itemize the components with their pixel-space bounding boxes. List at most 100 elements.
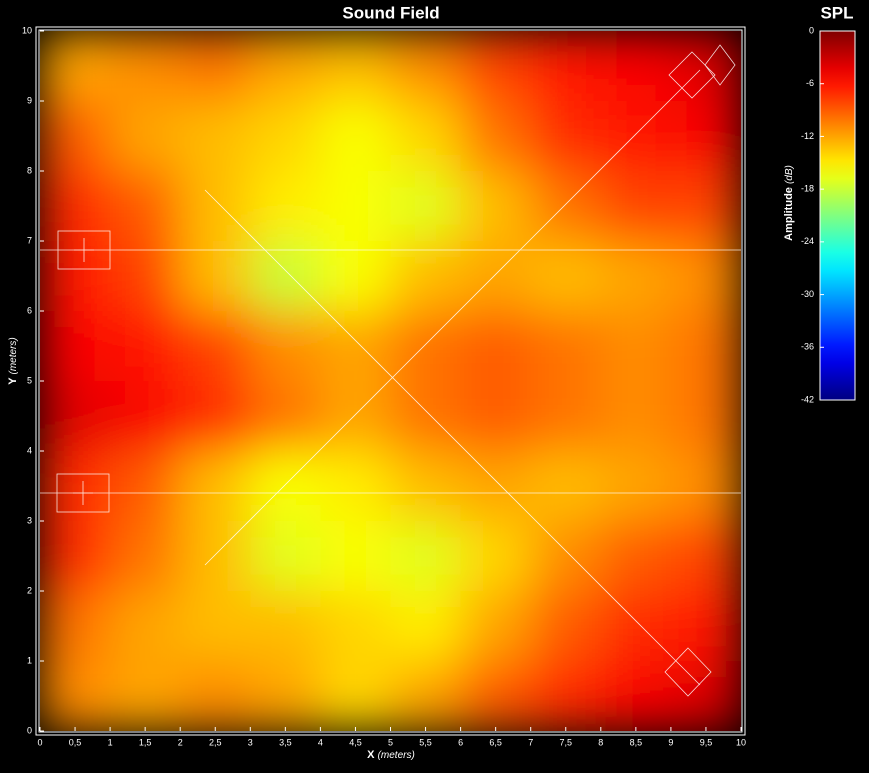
cell xyxy=(320,171,391,242)
y-tick-label: 4 xyxy=(27,445,32,455)
cell xyxy=(320,451,391,522)
cell xyxy=(320,31,391,102)
y-tick-label: 2 xyxy=(27,585,32,595)
cell xyxy=(320,381,391,452)
x-label: X xyxy=(367,749,375,761)
cell xyxy=(460,171,532,242)
cell xyxy=(600,241,672,312)
cell xyxy=(110,381,181,452)
cell xyxy=(250,451,321,522)
cell xyxy=(670,381,741,452)
plot-area xyxy=(40,31,741,731)
cell xyxy=(670,521,741,592)
cell xyxy=(180,101,251,172)
cell xyxy=(390,241,462,312)
cell xyxy=(390,171,462,242)
cell xyxy=(40,101,111,172)
colorbar-title: SPL xyxy=(820,3,853,22)
colorbar-axis-label: Amplitude (dB) xyxy=(783,165,795,241)
cell xyxy=(40,171,111,242)
colorbar-tick-label: -30 xyxy=(801,289,814,299)
colorbar-tick-label: 0 xyxy=(809,25,814,35)
cell xyxy=(460,451,532,522)
cell xyxy=(180,171,251,242)
cell xyxy=(320,311,391,382)
cell xyxy=(600,31,672,102)
x-tick-label: 9 xyxy=(668,737,673,747)
colorbar-tick-label: -12 xyxy=(801,131,814,141)
cell xyxy=(320,241,391,312)
y-tick-label: 10 xyxy=(22,25,32,35)
cell xyxy=(250,381,321,452)
y-axis-label: Y (meters) xyxy=(7,337,19,384)
colorbar-tick-label: -6 xyxy=(806,78,814,88)
colorbar-tick-label: -24 xyxy=(801,236,814,246)
cell xyxy=(390,311,462,382)
cell xyxy=(530,31,602,102)
cell xyxy=(390,661,462,731)
y-label: Y xyxy=(7,377,19,385)
cell xyxy=(390,381,462,452)
cell xyxy=(460,521,532,592)
cell xyxy=(460,31,532,102)
cell xyxy=(600,171,672,242)
cell xyxy=(110,101,181,172)
plot-frame xyxy=(35,26,746,736)
colorbar-tick-label: -18 xyxy=(801,184,814,194)
cell xyxy=(460,241,532,312)
cell xyxy=(670,101,741,172)
x-tick-label: 0,5 xyxy=(69,737,82,747)
x-tick-label: 6,5 xyxy=(489,737,502,747)
cell xyxy=(250,31,321,102)
y-tick-label: 3 xyxy=(27,515,32,525)
cell xyxy=(600,451,672,522)
x-tick-label: 3,5 xyxy=(279,737,292,747)
x-tick-label: 8 xyxy=(598,737,603,747)
cell xyxy=(250,591,321,662)
overlay xyxy=(40,44,741,697)
cell xyxy=(390,101,462,172)
cell xyxy=(320,661,391,731)
x-tick-label: 1,5 xyxy=(139,737,152,747)
cell xyxy=(40,381,111,452)
y-tick-label: 9 xyxy=(27,95,32,105)
colorbar-unit: (dB) xyxy=(784,165,795,184)
cell xyxy=(250,241,321,312)
chart-title: Sound Field xyxy=(342,3,439,22)
cell xyxy=(40,661,111,731)
x-tick-label: 3 xyxy=(248,737,253,747)
cell xyxy=(460,661,532,731)
x-tick-label: 5,5 xyxy=(419,737,432,747)
cell xyxy=(110,591,181,662)
cell xyxy=(110,31,181,102)
cell xyxy=(40,451,111,522)
cell xyxy=(110,661,181,731)
cell xyxy=(180,311,251,382)
y-tick-label: 0 xyxy=(27,725,32,735)
cell xyxy=(40,31,111,102)
x-tick-label: 6 xyxy=(458,737,463,747)
cell xyxy=(670,311,741,382)
cell xyxy=(180,661,251,731)
cell xyxy=(460,101,532,172)
cell xyxy=(250,311,321,382)
colorbar-label: Amplitude xyxy=(783,187,795,241)
cell xyxy=(250,171,321,242)
cell xyxy=(600,311,672,382)
cell xyxy=(670,451,741,522)
cell xyxy=(670,241,741,312)
cell xyxy=(530,661,602,731)
cell xyxy=(320,521,391,592)
x-tick-label: 2,5 xyxy=(209,737,222,747)
colorbar-tick-label: -42 xyxy=(801,394,814,404)
cell xyxy=(600,591,672,662)
x-tick-label: 0 xyxy=(37,737,42,747)
plot-border xyxy=(38,29,743,733)
cell xyxy=(180,591,251,662)
cell xyxy=(250,521,321,592)
cell xyxy=(110,241,181,312)
cell xyxy=(600,661,672,731)
cell xyxy=(460,311,532,382)
y-tick-label: 1 xyxy=(27,655,32,665)
x-tick-label: 7 xyxy=(528,737,533,747)
